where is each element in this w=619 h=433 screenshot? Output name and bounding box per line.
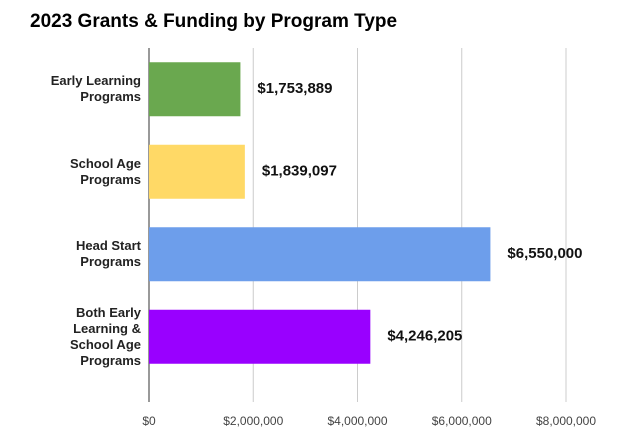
bar <box>149 309 371 364</box>
chart-title: 2023 Grants & Funding by Program Type <box>30 11 397 32</box>
x-tick-label: $4,000,000 <box>327 414 387 428</box>
x-tick-label: $0 <box>142 414 156 428</box>
y-tick-label: Early Learning Programs <box>50 73 141 105</box>
data-label: $6,550,000 <box>507 245 582 262</box>
bar <box>149 144 245 199</box>
x-tick-label: $8,000,000 <box>536 414 596 428</box>
y-tick-label: Both Early Learning & School Age Program… <box>69 304 141 368</box>
x-tick-label: $6,000,000 <box>432 414 492 428</box>
data-label: $1,839,097 <box>262 163 337 180</box>
y-tick-label: School Age Programs <box>69 155 141 187</box>
x-tick-label: $2,000,000 <box>223 414 283 428</box>
y-tick-label: Head Start Programs <box>75 238 141 270</box>
bar <box>149 62 241 117</box>
bar <box>149 227 491 282</box>
data-label: $1,753,889 <box>257 80 332 97</box>
data-label: $4,246,205 <box>387 328 462 345</box>
